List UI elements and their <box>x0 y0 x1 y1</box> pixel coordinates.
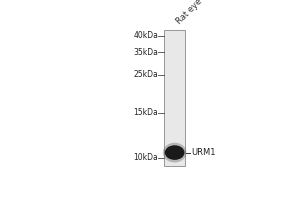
Text: 10kDa: 10kDa <box>134 153 158 162</box>
Text: 15kDa: 15kDa <box>134 108 158 117</box>
Ellipse shape <box>165 145 184 160</box>
Ellipse shape <box>163 143 187 162</box>
Text: Rat eye: Rat eye <box>175 0 204 26</box>
Text: 40kDa: 40kDa <box>134 31 158 40</box>
Text: URM1: URM1 <box>191 148 215 157</box>
Bar <box>164 30 185 166</box>
Text: 25kDa: 25kDa <box>134 70 158 79</box>
Text: 35kDa: 35kDa <box>134 48 158 57</box>
